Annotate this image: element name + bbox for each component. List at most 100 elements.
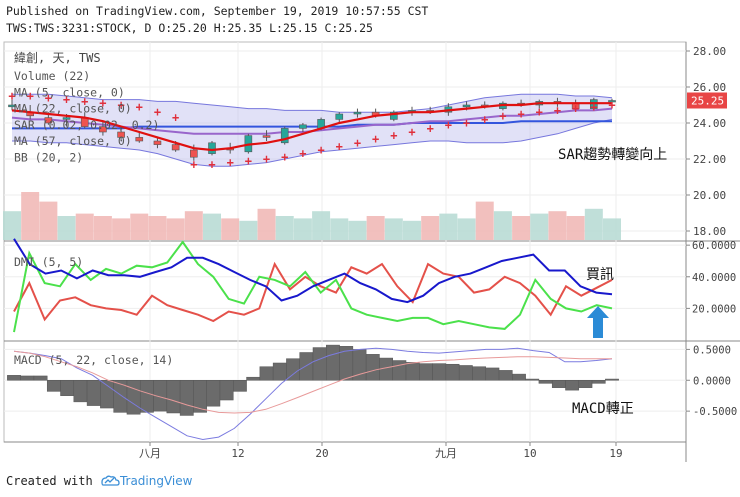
macd-histogram-bar <box>498 370 513 381</box>
volume-bar <box>421 216 440 240</box>
macd-histogram-bar <box>419 363 433 381</box>
last-price-label: 25.25 <box>691 95 724 108</box>
macd-histogram-bar <box>259 366 274 381</box>
indicator-legend-label: Volume (22) <box>14 69 90 83</box>
macd-histogram-bar <box>233 380 247 392</box>
macd-histogram-bar <box>33 375 48 381</box>
candle-body <box>153 140 162 145</box>
volume-bar <box>166 218 185 240</box>
sar-marker: + <box>281 150 288 164</box>
volume-bar <box>3 211 21 240</box>
tradingview-brand-text: TradingView <box>119 474 193 488</box>
candle-body <box>353 111 362 115</box>
price-tick-label: 24.00 <box>693 117 726 130</box>
price-tick-label: 18.00 <box>693 225 726 238</box>
sar-marker: + <box>208 157 215 171</box>
macd-histogram-bar <box>73 380 88 403</box>
volume-bar <box>403 220 421 240</box>
volume-bar <box>475 201 494 240</box>
sar-marker: + <box>463 116 470 130</box>
sar-marker: + <box>572 102 579 116</box>
macd-histogram-bar <box>246 376 261 381</box>
macd-histogram-bar <box>565 380 580 391</box>
candle-body <box>44 117 53 124</box>
last-price-tag <box>687 92 727 109</box>
volume-bar <box>75 213 94 240</box>
volume-bar <box>239 220 258 240</box>
macd-histogram-bar <box>485 367 500 381</box>
dmi-tick-label: 40.0000 <box>692 272 736 284</box>
volume-bar <box>293 218 312 240</box>
ma5-line <box>11 102 612 152</box>
volume-bar <box>457 218 476 240</box>
candle-body <box>262 135 271 138</box>
macd-histogram-bar <box>405 362 420 381</box>
sar-marker: + <box>172 111 179 125</box>
sar-marker: + <box>136 100 143 114</box>
macd-histogram-bar <box>20 375 35 381</box>
sar-annotation: SAR趨勢轉變向上 <box>558 147 667 163</box>
macd-histogram-bar <box>7 375 21 381</box>
macd-histogram-bar <box>126 380 141 415</box>
price-tick-label: 26.00 <box>693 81 726 94</box>
macd-histogram-bar <box>591 380 606 384</box>
volume-bar <box>57 216 76 240</box>
macd-histogram-bar <box>179 380 194 416</box>
candle-body <box>299 124 307 129</box>
volume-bar <box>384 218 403 240</box>
sar-marker: + <box>227 156 234 170</box>
volume-bar <box>93 216 112 240</box>
price-tick-label: 28.00 <box>693 45 726 58</box>
macd-histogram-bar <box>86 380 101 406</box>
dmi-line-di <box>13 240 613 333</box>
pane-labels: 緯創, 天, TWS Volume (22) MA (5, close, 0) MA … <box>14 50 667 417</box>
sar-marker: + <box>499 109 506 123</box>
dmi-tick-label: 20.0000 <box>692 303 736 315</box>
volume-bar <box>203 213 221 240</box>
volume-bar <box>348 220 367 240</box>
macd-histogram-bar <box>458 365 473 381</box>
tradingview-logo[interactable]: TradingView <box>100 474 193 488</box>
sar-marker: + <box>336 139 343 153</box>
indicator-legend-label: SAR (0.02, 0.02, 0.2) <box>14 118 159 132</box>
dmi-title: DMI (5, 5) <box>14 255 83 269</box>
macd-histogram-bar <box>445 363 460 381</box>
macd-histogram-bar <box>326 344 340 381</box>
tradingview-cloud-icon <box>101 475 120 486</box>
macd-histogram-bar <box>525 378 540 381</box>
volume-bar <box>493 211 512 240</box>
candle-body <box>190 149 198 158</box>
created-with-label: Created with <box>6 474 93 488</box>
candle-body <box>117 131 125 138</box>
bb-upper-line <box>12 93 613 113</box>
macd-histogram-bar <box>538 380 553 384</box>
symbol-ohlc-line: TWS:TWS:3231:STOCK, D O:25.20 H:25.35 L:… <box>6 21 373 35</box>
volume-bar <box>566 216 585 240</box>
indicator-legend-label: BB (20, 2) <box>14 151 83 165</box>
candle-body <box>171 144 180 151</box>
volume-bar <box>39 201 58 240</box>
macd-histogram-bar <box>166 380 181 414</box>
macd-annotation: MACD轉正 <box>572 401 634 417</box>
dmi-line-di <box>13 261 613 323</box>
sar-marker: + <box>317 143 324 157</box>
candle-body <box>8 104 16 108</box>
macd-signal-line <box>13 350 612 414</box>
pane-title: 緯創, 天, TWS <box>14 50 101 65</box>
volume-bar <box>312 211 331 240</box>
volume-bar <box>21 192 40 240</box>
published-line: Published on TradingView.com, September … <box>6 4 429 18</box>
sar-marker: + <box>27 89 34 103</box>
macd-line <box>13 347 613 441</box>
macd-histogram-bar <box>139 380 154 413</box>
sar-marker: + <box>99 96 106 110</box>
indicator-legend-label: MA (22, close, 0) <box>14 102 132 116</box>
macd-histogram-bar <box>219 380 234 401</box>
x-tick-label: 八月 <box>139 447 161 460</box>
candle-body <box>462 104 471 108</box>
dmi-tick-label: 60.0000 <box>692 240 736 252</box>
volume-bar <box>221 218 240 240</box>
footer-credit: Created with TradingView <box>6 474 192 488</box>
volume-bar <box>148 216 167 240</box>
